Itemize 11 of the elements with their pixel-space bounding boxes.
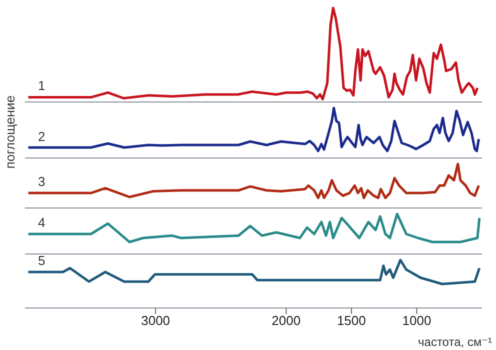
- series-label: 2: [38, 128, 46, 144]
- x-tick-label: 1500: [336, 313, 366, 328]
- x-axis-title: частота, см⁻¹: [418, 335, 492, 349]
- x-tick-label: 2000: [272, 313, 301, 328]
- series-label: 1: [38, 78, 46, 94]
- y-axis-title: поглощение: [2, 95, 18, 169]
- x-tick-label: 3000: [141, 313, 170, 328]
- series-label: 4: [38, 215, 46, 230]
- series-label: 5: [38, 253, 46, 268]
- x-tick-label: 1000: [402, 313, 432, 328]
- series-label: 3: [38, 174, 46, 190]
